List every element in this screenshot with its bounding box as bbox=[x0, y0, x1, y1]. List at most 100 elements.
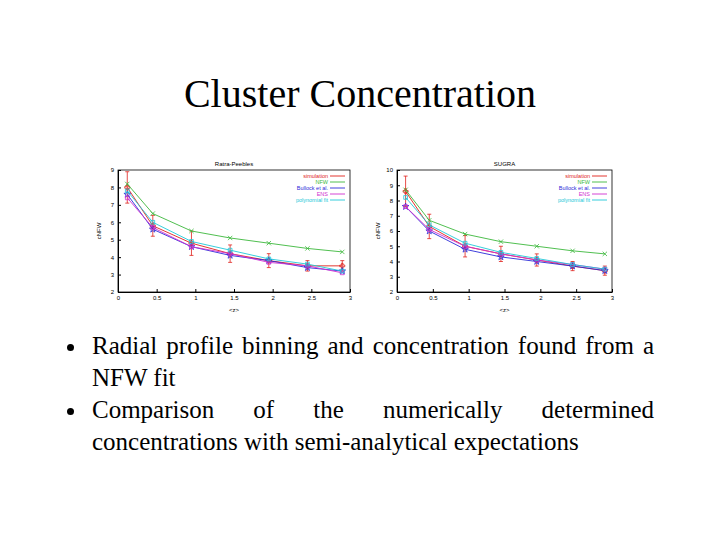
chart: 00.511.522.5323456789Ratra-Peebles<z>cNF… bbox=[96, 161, 353, 313]
y-axis-line bbox=[118, 171, 119, 293]
bullet: Comparison of the numerically determined… bbox=[88, 394, 654, 458]
point bbox=[535, 257, 539, 261]
point bbox=[125, 189, 129, 193]
x-tick-label: 0 bbox=[117, 295, 121, 301]
point bbox=[535, 244, 539, 248]
y-tick: 3 bbox=[390, 274, 400, 280]
y-tick-mark bbox=[397, 262, 400, 263]
legend-swatch bbox=[330, 200, 345, 201]
y-tick-mark bbox=[397, 216, 400, 217]
legend-swatch bbox=[592, 200, 607, 201]
point bbox=[427, 218, 431, 222]
y-tick-mark bbox=[118, 292, 121, 293]
point bbox=[189, 229, 193, 233]
y-tick: 10 bbox=[386, 167, 400, 173]
y-tick-mark bbox=[397, 246, 400, 247]
point bbox=[427, 223, 431, 227]
legend-swatch bbox=[330, 176, 345, 177]
error-bar-cap bbox=[267, 267, 271, 268]
legend-swatch bbox=[592, 188, 607, 189]
error-bar-cap bbox=[305, 260, 309, 261]
y-tick-mark bbox=[397, 185, 400, 186]
point bbox=[340, 250, 344, 254]
y-tick-mark bbox=[397, 201, 400, 202]
legend-swatch bbox=[592, 182, 607, 183]
bullet: Radial profile binning and concentration… bbox=[88, 330, 654, 394]
series-line bbox=[127, 191, 342, 271]
chart-title: Ratra-Peebles bbox=[215, 161, 253, 167]
plot-frame bbox=[397, 170, 612, 292]
point bbox=[340, 269, 344, 273]
series bbox=[403, 188, 607, 256]
point bbox=[603, 267, 607, 271]
y-tick-mark bbox=[397, 277, 400, 278]
x-tick-label: 3 bbox=[611, 295, 615, 301]
y-tick-label: 7 bbox=[111, 202, 115, 208]
point bbox=[463, 241, 467, 245]
y-axis-title: cNFW bbox=[96, 222, 102, 239]
error-bar-cap bbox=[499, 246, 503, 247]
point bbox=[267, 257, 271, 261]
point bbox=[463, 232, 467, 236]
chart: 00.511.522.532345678910SUGRA<z>cNFWsimul… bbox=[375, 161, 615, 313]
y-tick-label: 8 bbox=[390, 198, 394, 204]
y-axis: 23456789 bbox=[111, 167, 121, 295]
series-line bbox=[406, 207, 605, 270]
series bbox=[404, 205, 607, 271]
y-tick: 3 bbox=[111, 272, 121, 278]
plot-area bbox=[124, 172, 346, 275]
x-tick: 0.5 bbox=[153, 289, 162, 301]
y-tick: 2 bbox=[111, 289, 121, 295]
x-axis-title: <z> bbox=[229, 307, 240, 313]
error-bar-cap bbox=[535, 253, 539, 254]
y-tick-mark bbox=[118, 240, 121, 241]
point bbox=[603, 252, 607, 256]
series bbox=[402, 203, 608, 273]
legend-swatch bbox=[592, 194, 607, 195]
error-bar-cap bbox=[427, 214, 431, 215]
y-axis: 2 3 4 5 6 7 8 9 10 bbox=[386, 167, 400, 295]
x-tick: 1 bbox=[194, 289, 198, 301]
error-bar-cap bbox=[603, 275, 607, 276]
point bbox=[570, 249, 574, 253]
y-tick-mark bbox=[118, 257, 121, 258]
y-tick: 4 bbox=[390, 259, 400, 265]
y-tick: 4 bbox=[111, 255, 121, 261]
error-bar bbox=[571, 262, 575, 271]
point bbox=[601, 267, 608, 273]
x-axis: 00.511.522.53 bbox=[396, 289, 615, 301]
x-tick-label: 0.5 bbox=[429, 295, 438, 301]
y-tick: 9 bbox=[111, 167, 121, 173]
y-tick: 8 bbox=[111, 185, 121, 191]
y-tick-label: 5 bbox=[390, 244, 394, 250]
error-bar-cap bbox=[463, 256, 467, 257]
bullet-list: Radial profile binning and concentration… bbox=[60, 330, 654, 458]
x-tick-label: 1.5 bbox=[230, 295, 239, 301]
point bbox=[125, 182, 129, 186]
error-bar-cap bbox=[404, 176, 408, 177]
series-line bbox=[406, 197, 605, 269]
y-tick-label: 10 bbox=[386, 167, 393, 173]
x-tick: 1 bbox=[467, 289, 471, 301]
error-bar-cap bbox=[125, 203, 129, 204]
y-tick: 7 bbox=[390, 213, 400, 219]
y-tick-label: 3 bbox=[390, 274, 394, 280]
x-tick-mark bbox=[234, 289, 235, 292]
y-tick-label: 2 bbox=[390, 289, 394, 295]
series-line bbox=[406, 191, 605, 270]
y-tick: 9 bbox=[390, 183, 400, 189]
y-tick-label: 6 bbox=[390, 228, 394, 234]
point bbox=[228, 236, 232, 240]
point bbox=[267, 241, 271, 245]
series bbox=[125, 182, 344, 254]
y-tick-mark bbox=[118, 222, 121, 223]
series-line bbox=[127, 184, 342, 252]
series bbox=[404, 196, 607, 271]
legend-swatch bbox=[330, 188, 345, 189]
x-tick-mark bbox=[157, 289, 158, 292]
x-tick-mark bbox=[469, 289, 470, 292]
plot-area bbox=[402, 176, 608, 275]
point bbox=[499, 250, 503, 254]
x-tick-label: 0.5 bbox=[153, 295, 162, 301]
error-bar-cap bbox=[571, 270, 575, 271]
